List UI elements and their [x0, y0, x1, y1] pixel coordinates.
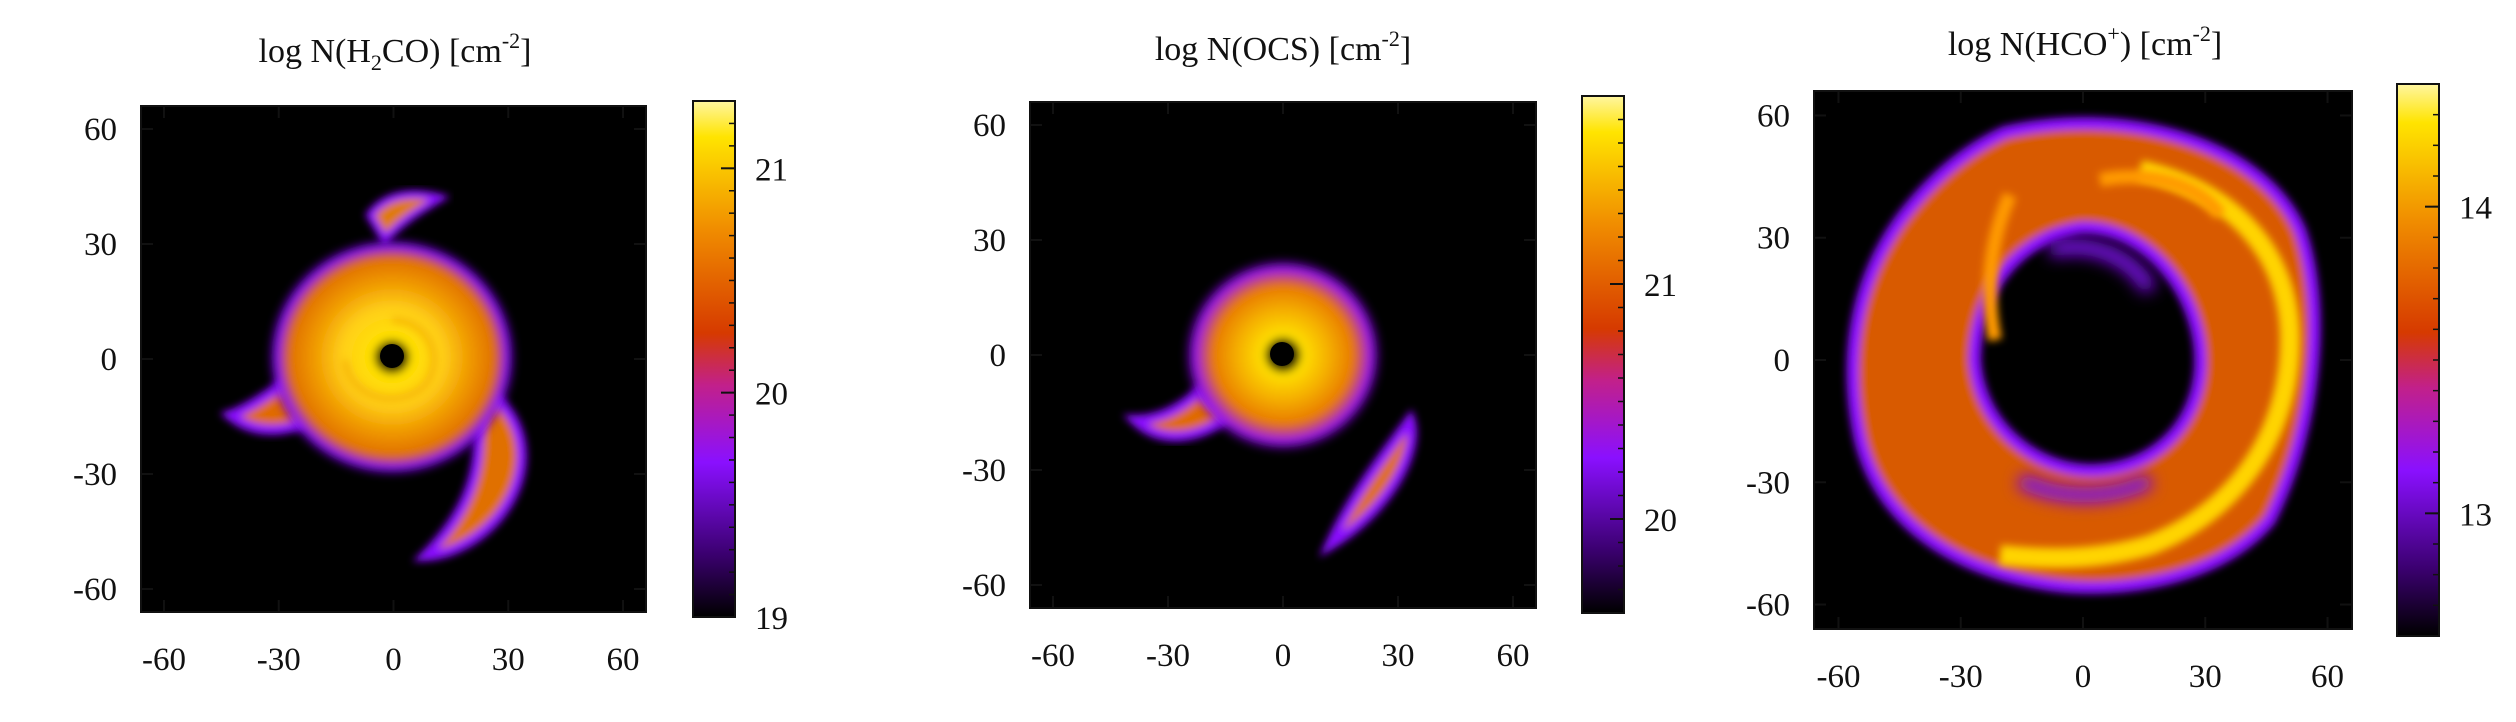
- colorbar-scale: [2396, 83, 2440, 637]
- colorbar-tick-label: 20: [755, 377, 788, 413]
- colorbar-scale: [1581, 95, 1625, 614]
- y-ticks: 60 30 0 -30 -60: [73, 112, 646, 608]
- x-ticks: -60 -30 0 30 60: [142, 106, 640, 678]
- x-tick-label: 0: [385, 642, 402, 678]
- x-tick-label: 60: [2311, 659, 2344, 695]
- y-tick-label: 30: [1757, 221, 1790, 257]
- y-tick-label: 0: [1774, 343, 1791, 379]
- y-tick-label: -60: [1746, 588, 1790, 624]
- purple-patches: [2016, 239, 2157, 503]
- density-map: [1122, 257, 1417, 558]
- central-hole: [380, 344, 404, 368]
- x-tick-label: 60: [1497, 638, 1530, 674]
- colorbar: 19 20 21: [692, 100, 788, 637]
- y-ticks: 60 30 0 -30 -60: [962, 108, 1536, 604]
- arm-top: [365, 190, 451, 247]
- spiral-lane: [342, 317, 437, 402]
- x-tick-label: -60: [1816, 659, 1860, 695]
- arm-lower-right: [412, 370, 527, 562]
- y-tick-label: -60: [73, 572, 117, 608]
- colorbar-tick-label: 21: [1644, 268, 1677, 304]
- colorbar-scale: [692, 100, 736, 618]
- panel-hco-plus: log N(HCO+) [cm-2] -60 -30 0 30 60 60300-30-…: [1746, 21, 2492, 695]
- y-tick-label: 60: [84, 112, 117, 148]
- panel-title-ocs: log N(OCS) [cm-2]: [1155, 26, 1411, 68]
- y-tick-label: 30: [973, 223, 1006, 259]
- x-ticks: -60 -30 0 30 60: [1816, 91, 2344, 695]
- colorbar: 13 14: [2396, 83, 2492, 637]
- x-tick-label: 0: [1275, 638, 1292, 674]
- x-ticks: -60 -30 0 30 60: [1031, 102, 1530, 674]
- x-tick-label: -60: [1031, 638, 1075, 674]
- x-tick-label: 60: [607, 642, 640, 678]
- y-tick-label: 60: [1757, 98, 1790, 134]
- colorbar-tick-label: 19: [755, 601, 788, 637]
- y-tick-label: -30: [73, 457, 117, 493]
- density-map: [219, 190, 527, 562]
- colorbar-tick-label: 13: [2459, 497, 2492, 533]
- x-tick-label: -30: [257, 642, 301, 678]
- x-tick-label: 30: [492, 642, 525, 678]
- colorbar-tick-label: 20: [1644, 503, 1677, 539]
- x-tick-label: 0: [2075, 659, 2092, 695]
- bright-arm-inner: [1983, 170, 2226, 342]
- x-tick-label: 30: [1382, 638, 1415, 674]
- colorbar-tick-label: 21: [755, 152, 788, 188]
- y-tick-label: 30: [84, 227, 117, 263]
- y-tick-label: -60: [962, 568, 1006, 604]
- x-tick-label: -30: [1939, 659, 1983, 695]
- density-map: [1846, 117, 2321, 594]
- panel-title-hco-plus: log N(HCO+) [cm-2]: [1948, 21, 2222, 63]
- panel-ocs: log N(OCS) [cm-2] -60 -30 0 30 60 60300-30-6…: [962, 26, 1677, 674]
- y-ticks: 60 30 0 -30 -60: [1746, 98, 2352, 624]
- y-tick-label: 0: [101, 342, 118, 378]
- x-tick-label: -30: [1146, 638, 1190, 674]
- bright-arm-outer: [1999, 160, 2301, 568]
- panel-h2co: log N(H2CO) [cm-2] -60 -30 0 30 60 60300-30-…: [73, 28, 788, 678]
- x-tick-label: -60: [142, 642, 186, 678]
- x-tick-label: 30: [2189, 659, 2222, 695]
- panel-title-h2co: log N(H2CO) [cm-2]: [259, 28, 532, 75]
- y-tick-label: -30: [1746, 465, 1790, 501]
- central-hole: [1270, 342, 1294, 366]
- colorbar-tick-label: 14: [2459, 191, 2492, 227]
- y-tick-label: 0: [990, 338, 1007, 374]
- y-tick-label: 60: [973, 108, 1006, 144]
- arm-detached: [1319, 409, 1417, 558]
- y-tick-label: -30: [962, 453, 1006, 489]
